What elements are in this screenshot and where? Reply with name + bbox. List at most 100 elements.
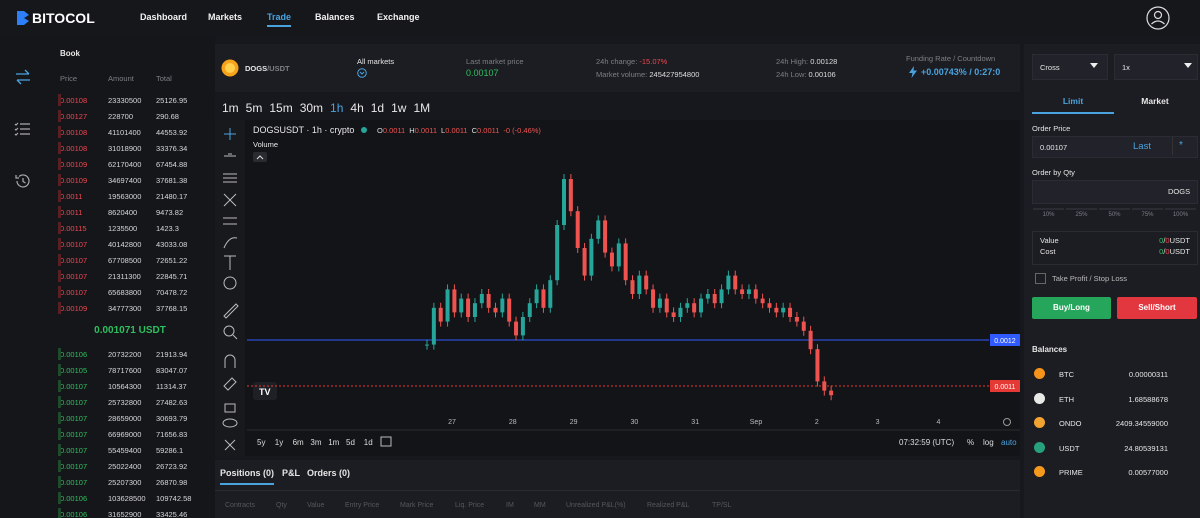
scale-option[interactable]: log [983, 438, 994, 447]
book-price: 0.00107 [60, 256, 88, 265]
range-button[interactable]: 1d [364, 438, 373, 447]
positions-tab[interactable]: Positions (0) [220, 468, 275, 485]
book-cell: 40142800 [108, 240, 142, 249]
low-value: 0.00106 [808, 70, 836, 79]
amount-b: 0 [1165, 247, 1170, 256]
divider [1172, 137, 1173, 155]
depth-bar [58, 142, 61, 154]
depth-bar [58, 364, 61, 376]
qty-input[interactable] [1032, 180, 1198, 204]
range-button[interactable]: 6m [293, 438, 304, 447]
date-label: 3 [876, 419, 880, 426]
calendar-icon[interactable] [380, 436, 392, 447]
interval-button[interactable]: 30m [299, 101, 324, 115]
limit-tab[interactable]: Limit [1032, 96, 1114, 114]
nav-link[interactable]: Balances [315, 12, 355, 22]
range-button[interactable]: 3m [310, 438, 321, 447]
candle-body [472, 303, 477, 317]
history-icon[interactable] [14, 173, 32, 189]
interval-button[interactable]: 1h [330, 101, 344, 115]
depth-bar [58, 348, 61, 360]
ohlc-key: L [441, 126, 445, 135]
interval-button[interactable]: 1w [391, 101, 407, 115]
book-cell: 25126.95 [156, 96, 188, 105]
coin-amount: 0.00577000 [1128, 468, 1168, 477]
margin-select[interactable] [1032, 54, 1108, 80]
change: 24h change: -15.07% [596, 57, 667, 66]
interval-button[interactable]: 4h [350, 101, 364, 115]
percent-option[interactable]: 50% [1108, 212, 1121, 218]
book-header: Amount [108, 74, 134, 83]
percent-option[interactable]: 25% [1075, 212, 1088, 218]
ohlc-legend: O0.0011 H0.0011 L0.0011 C0.0011 -0 (-0.46%) [377, 126, 541, 135]
depth-bar [58, 396, 61, 408]
book-cell: 20732200 [108, 350, 142, 359]
depth-bar [58, 126, 61, 138]
candle-body [657, 298, 662, 308]
coin-icon [221, 59, 239, 77]
coin-amount: 2409.34559000 [1115, 419, 1168, 428]
book-cell: 66969000 [108, 430, 142, 439]
range-button[interactable]: 1m [328, 438, 339, 447]
order-panel: Cross 1x Limit Market Order Price 0.0010… [1024, 44, 1200, 518]
sell-button[interactable]: Sell/Short [1117, 297, 1197, 319]
scale-option[interactable]: % [967, 438, 974, 447]
nav-link[interactable]: Dashboard [140, 12, 188, 22]
interval-button[interactable]: 5m [245, 101, 263, 115]
chart-symbol: DOGSUSDT · 1h · crypto [253, 125, 354, 135]
mid-price: 0.001071 USDT [94, 325, 166, 336]
buy-button[interactable]: Buy/Long [1032, 297, 1111, 319]
list-icon[interactable] [14, 121, 32, 137]
book-cell: 25022400 [108, 462, 142, 471]
interval-button[interactable]: 1d [370, 101, 385, 115]
depth-bar [58, 302, 61, 314]
settings-icon[interactable] [1003, 418, 1011, 426]
leverage: 1x [1122, 63, 1130, 72]
price-input[interactable] [1032, 136, 1198, 158]
book-price: 0.00107 [60, 478, 88, 487]
nav-link[interactable]: Markets [208, 12, 243, 22]
candle-body [712, 294, 717, 304]
price-chart: DOGSUSDT · 1h · crypto O0.0011 H0.0011 L0.… [215, 120, 1020, 456]
caret [1090, 63, 1098, 68]
low-label: 24h Low: [776, 70, 807, 79]
interval-button[interactable]: 1m [222, 101, 239, 115]
low: 24h Low: 0.00106 [776, 70, 836, 79]
percent-option[interactable]: 75% [1141, 212, 1154, 218]
depth-bar [58, 476, 61, 488]
ohlc-delta: -0 (-0.46%) [503, 126, 541, 135]
pnl-tab[interactable]: P&L [282, 468, 300, 478]
all-markets[interactable]: All markets [357, 57, 395, 66]
chevron-icon[interactable] [357, 68, 367, 78]
depth-bar [58, 238, 61, 250]
chart-panel: DOGSUSDT · 1h · crypto O0.0011 H0.0011 L0.… [215, 120, 1020, 456]
range-button[interactable]: 1y [275, 438, 283, 447]
interval-button[interactable]: 15m [269, 101, 293, 115]
orders-tab[interactable]: Orders (0) [307, 468, 351, 478]
scale-option[interactable]: auto [1001, 438, 1017, 447]
coin-name: PRIME [1059, 468, 1083, 477]
percent-option[interactable]: 10% [1042, 212, 1055, 218]
star-icon[interactable]: * [1179, 140, 1183, 151]
candle-body [637, 275, 642, 294]
nav-link[interactable]: Exchange [377, 12, 420, 22]
book-price: 0.00107 [60, 430, 88, 439]
date-label: 29 [570, 419, 578, 426]
tpsl-checkbox[interactable] [1035, 273, 1046, 284]
last-button[interactable]: Last [1133, 141, 1151, 152]
user-icon[interactable] [1146, 6, 1170, 30]
percent-option[interactable]: 100% [1172, 212, 1189, 218]
collapse-button[interactable] [253, 152, 267, 162]
range-button[interactable]: 5y [257, 438, 265, 447]
leverage-select[interactable] [1114, 54, 1198, 80]
range-button[interactable]: 5d [346, 438, 355, 447]
book-price: 0.00106 [60, 494, 88, 503]
candle-body [781, 307, 786, 313]
interval-button[interactable]: 1M [413, 101, 431, 115]
book-cell: 1235500 [108, 224, 138, 233]
book-cell: 67708500 [108, 256, 142, 265]
nav-link[interactable]: Trade [267, 12, 292, 27]
swap-icon[interactable] [14, 69, 32, 85]
book-price: 0.00115 [60, 224, 87, 233]
market-tab[interactable]: Market [1141, 96, 1169, 106]
